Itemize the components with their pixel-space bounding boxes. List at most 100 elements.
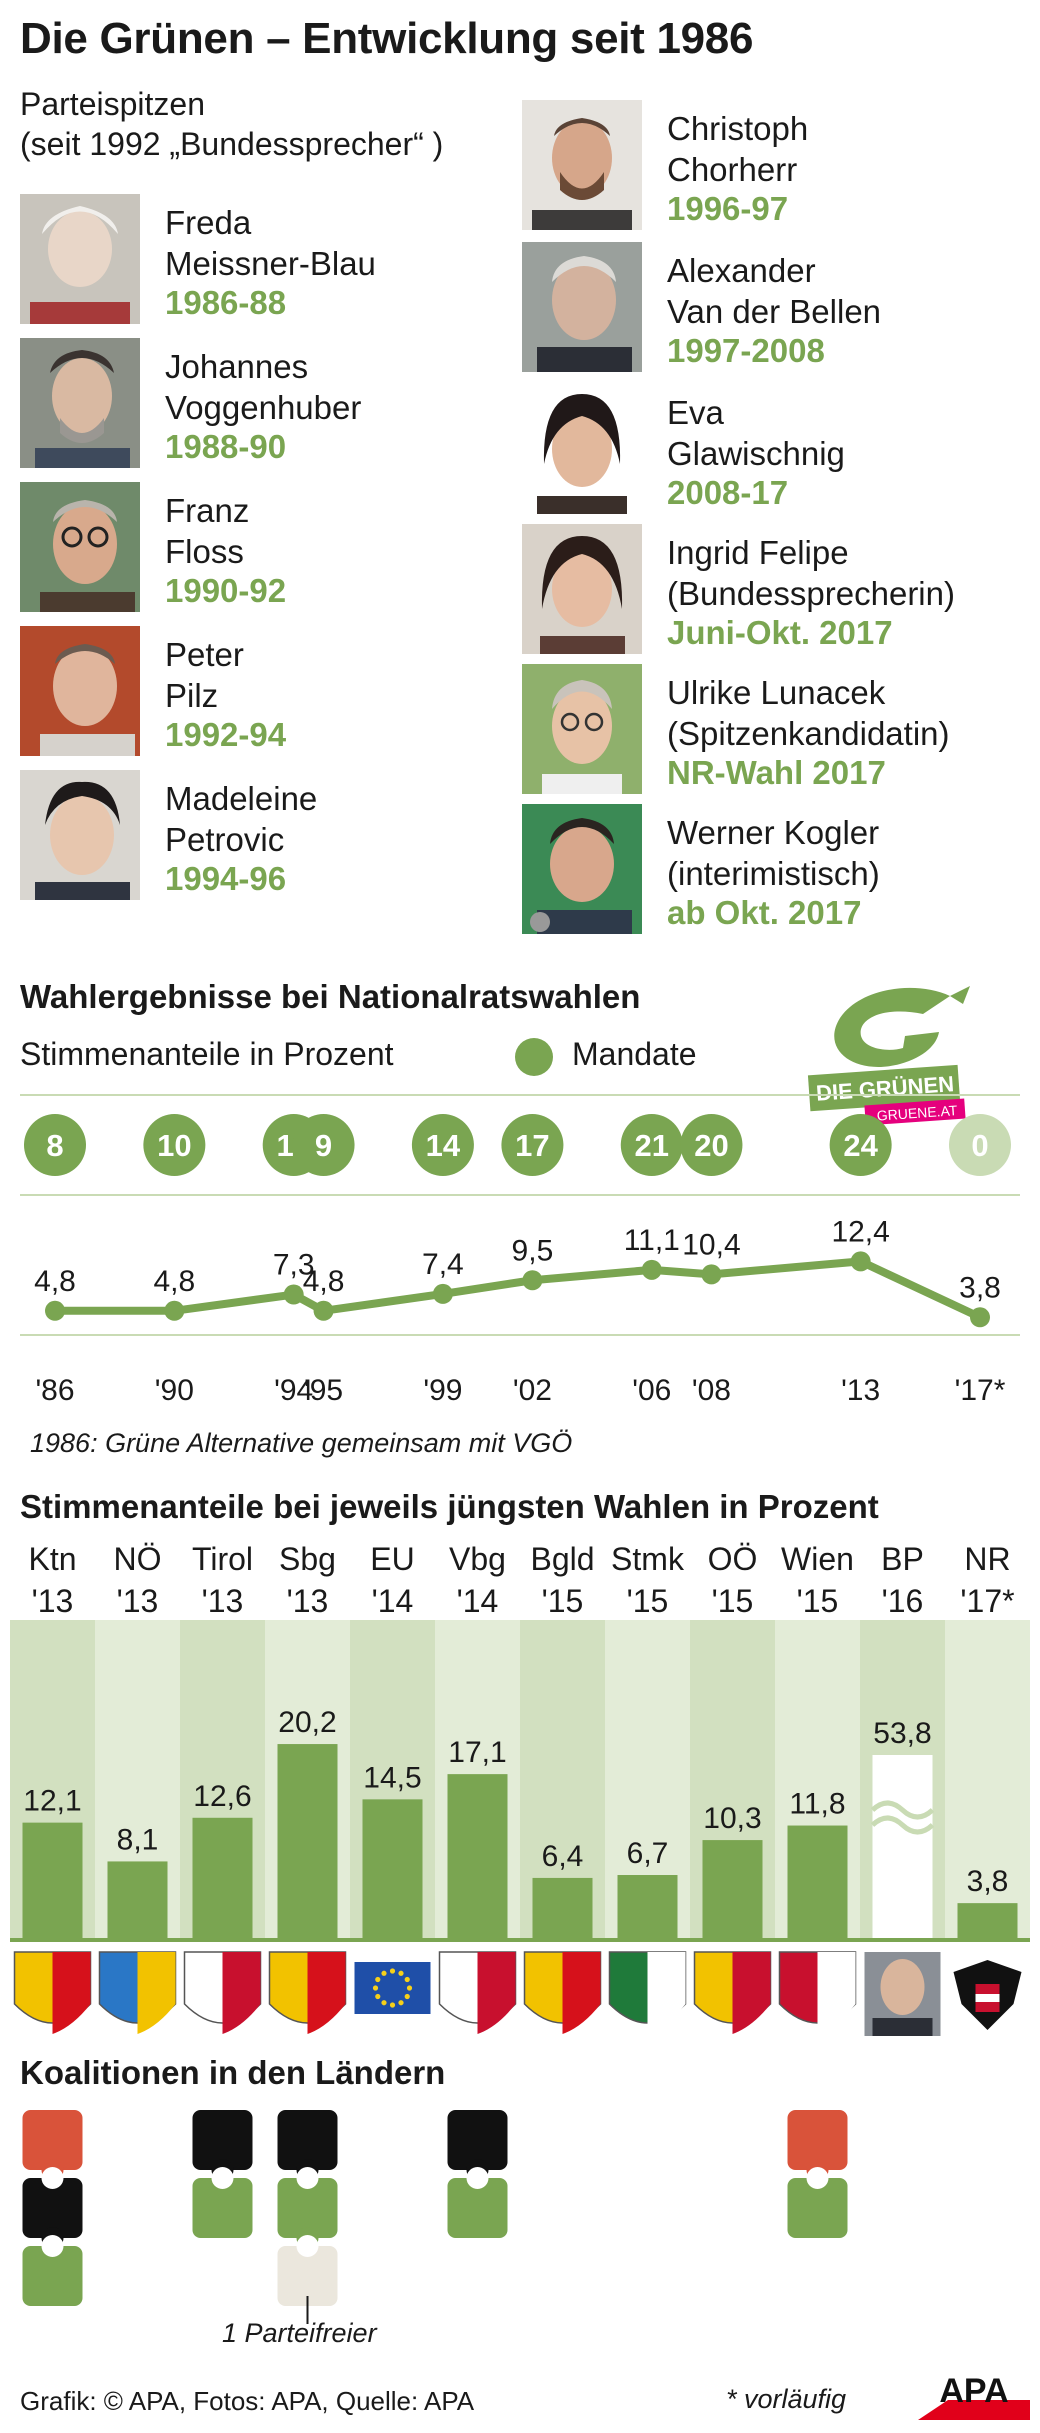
bar-value-label: 20,2 [278, 1706, 336, 1739]
coalition-socket [41, 2167, 64, 2189]
year-tick-label: '99 [423, 1374, 462, 1407]
category-year-label: '13 [287, 1583, 329, 1619]
category-year-label: '13 [202, 1583, 244, 1619]
eu-star [372, 1985, 379, 1991]
coalition-partner [22, 2178, 83, 2238]
vote-share-label: 4,8 [153, 1265, 195, 1298]
apa-logo-graphic: APA [918, 2372, 1030, 2420]
portrait-photo [20, 194, 140, 324]
vote-share-point [45, 1300, 65, 1321]
coat-of-arms-half [647, 1952, 686, 2034]
year-tick-label: '17* [955, 1374, 1006, 1407]
leader-years: 2008-17 [667, 474, 789, 511]
nr-chart-subtitle: Stimmenanteile in Prozent [20, 1036, 394, 1072]
coalition-partner [22, 2246, 83, 2306]
coats-of-arms-graphic [13, 1951, 1022, 2036]
bar-value-label: 12,6 [193, 1780, 251, 1813]
leader-name: Freda Meissner-Blau [165, 204, 376, 282]
nr-chart-note: 1986: Grüne Alternative gemeinsam mit VG… [30, 1428, 573, 1458]
leader-card: Eva Glawischnig 2008-17 [522, 384, 1002, 514]
austria-eagle-shield-band [975, 1994, 1000, 2002]
apa-logo: APA [918, 2372, 1030, 2424]
vote-share-label: 7,3 [273, 1249, 315, 1282]
leader-years: 1996-97 [667, 190, 789, 227]
mandate-marker [501, 1114, 564, 1176]
year-tick-label: '90 [155, 1374, 194, 1407]
coalition-partner [277, 2178, 338, 2238]
leader-card: Christoph Chorherr 1996-97 [522, 100, 1002, 230]
category-label: NR [964, 1541, 1010, 1577]
leader-card: Werner Kogler (interimistisch) ab Okt. 2… [522, 804, 1002, 934]
bar [22, 1822, 83, 1940]
bar [447, 1774, 508, 1940]
coalition-partner [447, 2110, 508, 2170]
eu-star [375, 1976, 381, 1983]
portrait-photo [20, 482, 140, 612]
category-year-label: '15 [712, 1583, 754, 1619]
portrait-photo [522, 664, 642, 794]
coat-of-arms-half [477, 1952, 516, 2034]
category-year-label: '16 [882, 1583, 924, 1619]
bar [617, 1875, 678, 1940]
leader-years: Juni-Okt. 2017 [667, 614, 893, 651]
category-year-label: '17* [960, 1583, 1014, 1619]
vote-share-label: 12,4 [831, 1215, 889, 1248]
category-year-label: '15 [542, 1583, 584, 1619]
category-label: EU [370, 1541, 414, 1577]
vote-share-point [641, 1259, 662, 1280]
coalition-socket [466, 2167, 489, 2189]
leader-card: Johannes Voggenhuber 1988-90 [20, 338, 500, 468]
apa-logo-text: APA [939, 2372, 1008, 2410]
eu-star [406, 1985, 413, 1991]
coat-of-arms-half [817, 1952, 856, 2034]
year-tick-label: '08 [692, 1374, 731, 1407]
category-label: Ktn [28, 1541, 76, 1577]
coalition-socket [296, 2167, 319, 2189]
eu-star [381, 1970, 387, 1976]
bar [192, 1817, 253, 1940]
vote-share-point [313, 1300, 334, 1321]
logo-url: GRUENE.AT [876, 1102, 958, 1124]
vote-share-label: 11,1 [624, 1224, 680, 1257]
year-tick-label: '13 [841, 1374, 880, 1407]
bar-value-label: 12,1 [23, 1785, 81, 1818]
eu-star [398, 2000, 404, 2006]
vote-share-label: 3,8 [959, 1271, 1001, 1304]
legend-mandate-marker [515, 1038, 553, 1076]
legend-mandate-label: Mandate [572, 1036, 697, 1072]
footnote: * vorläufig [726, 2384, 847, 2414]
eu-star [381, 2000, 387, 2006]
bar [362, 1799, 423, 1940]
leader-name: Franz Floss [165, 492, 250, 570]
coalitions-graphic [22, 2110, 848, 2324]
portrait-photo [522, 384, 642, 514]
portrait-photo [20, 626, 140, 756]
leader-card: Peter Pilz 1992-94 [20, 626, 500, 756]
leader-name: Johannes Voggenhuber [165, 348, 362, 426]
vote-share-line [55, 1257, 982, 1321]
portrait-photo [20, 338, 140, 468]
leader-years: 1988-90 [165, 428, 287, 465]
coats-of-arms-row [0, 1942, 1040, 2042]
category-year-label: '15 [797, 1583, 839, 1619]
coalition-partner [277, 2110, 338, 2170]
coalition-partner [192, 2110, 253, 2170]
bar-value-label: 11,8 [789, 1788, 845, 1821]
coat-of-arms-half [562, 1952, 601, 2034]
category-label: Vbg [449, 1541, 506, 1577]
coat-of-arms-half [307, 1952, 346, 2034]
leader-years: 1992-94 [165, 716, 287, 753]
mandate-label: 14 [426, 1128, 461, 1163]
bar [107, 1861, 168, 1940]
leaders-intro-line-2: (seit 1992 „Bundessprecher“ ) [20, 126, 444, 162]
mandate-marker [411, 1114, 474, 1176]
axis-break-mark [870, 1815, 935, 1835]
bar-value-label: 14,5 [363, 1761, 421, 1794]
leader-years: 1997-2008 [667, 332, 825, 369]
leader-name: Ulrike Lunacek (Spitzenkandidatin) [667, 674, 950, 752]
eu-star [404, 1976, 410, 1983]
category-year-label: '15 [627, 1583, 669, 1619]
year-tick-label: '95 [304, 1374, 343, 1407]
bar [872, 1755, 933, 1940]
mandate-label: 0 [971, 1128, 988, 1163]
